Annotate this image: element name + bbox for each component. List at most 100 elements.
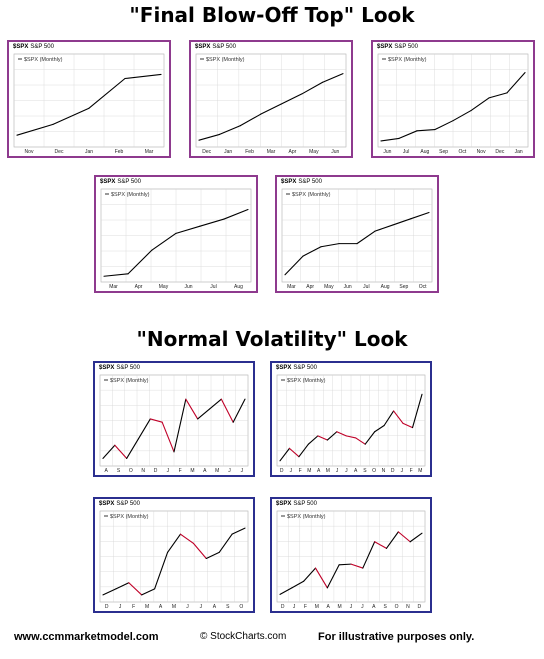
x-tick-label: Feb (245, 149, 254, 155)
series-segment-down (161, 421, 175, 453)
x-tick-label: J (345, 468, 348, 474)
x-tick-label: J (350, 604, 353, 610)
series-segment (223, 208, 249, 220)
series-segment (383, 410, 395, 427)
x-tick-label: F (179, 468, 182, 474)
series-segment (362, 541, 376, 569)
x-tick-label: Mar (287, 284, 296, 290)
x-tick-label: Jan (515, 149, 523, 155)
x-tick-label: Jan (224, 149, 232, 155)
series-segment (409, 532, 423, 543)
x-tick-label: J (361, 604, 364, 610)
website-link[interactable]: www.ccmmarketmodel.com (14, 631, 159, 643)
series-segment (126, 438, 140, 459)
series-segment (151, 232, 177, 251)
chart-header: $SPX S&P 500 (99, 365, 140, 371)
chart-plot: $SPX (Monthly) Mar Apr May Jun Jul Aug Sep Oct (281, 188, 433, 290)
chart-symbol: $SPX (276, 365, 292, 371)
x-tick-label: N (406, 604, 410, 610)
series-segment-down (114, 444, 128, 459)
chart-header: $SPX S&P 500 (99, 501, 140, 507)
copyright-notice: © StockCharts.com (200, 631, 287, 642)
series-segment (291, 580, 305, 589)
chart-header: $SPX S&P 500 (13, 44, 54, 50)
chart-panel-1: $SPX S&P 500 $SPX (Monthly) Nov Dec Jan Feb Mar (7, 40, 171, 158)
x-tick-label: Aug (381, 284, 390, 290)
series-segment (102, 588, 117, 596)
x-tick-label: O (372, 468, 376, 474)
series-segment (280, 93, 303, 105)
x-tick-label: F (410, 468, 413, 474)
x-tick-label: D (281, 604, 285, 610)
x-tick-label: Jul (403, 149, 409, 155)
x-tick-label: D (417, 604, 421, 610)
x-tick-label: J (290, 468, 293, 474)
series-segment (470, 97, 490, 112)
chart-header: $SPX S&P 500 (195, 44, 236, 50)
chart-index-name: S&P 500 (298, 179, 322, 185)
x-tick-label: Feb (115, 149, 124, 155)
x-tick-label: F (299, 468, 302, 474)
chart-panel-6: $SPX S&P 500 $SPX (Monthly) A S O N D J F M A M J J (93, 361, 255, 477)
x-tick-label: Sep (399, 284, 408, 290)
x-tick-label: J (336, 468, 339, 474)
series-segment (380, 137, 400, 142)
chart-symbol: $SPX (99, 365, 115, 371)
x-tick-label: S (117, 468, 121, 474)
x-tick-label: J (228, 468, 231, 474)
x-tick-label: Jan (85, 149, 93, 155)
series-segment (239, 113, 262, 127)
x-tick-label: M (338, 604, 342, 610)
x-tick-label: Aug (234, 284, 243, 290)
chart-plot: $SPX (Monthly)D J F M A M J J A S O N D J F M (276, 374, 426, 474)
x-tick-label: Jun (344, 284, 352, 290)
series-segment (198, 133, 221, 141)
series-segment (321, 73, 344, 83)
series-segment (284, 255, 304, 276)
series-segment (231, 527, 246, 535)
series-segment (175, 225, 201, 234)
series-segment (115, 582, 130, 590)
series-segment (16, 123, 54, 136)
chart-plot: $SPX (Monthly) A S O N D J F M A M J J (99, 374, 249, 474)
chart-index-name: S&P 500 (116, 501, 140, 507)
series-segment (127, 249, 153, 275)
series-segment-down (345, 435, 357, 439)
x-tick-label: O (395, 604, 399, 610)
x-tick-label: Apr (135, 284, 143, 290)
x-tick-label: Jun (331, 149, 339, 155)
x-tick-label: Apr (289, 149, 297, 155)
series-segment-down (402, 422, 414, 429)
x-tick-label: A (203, 468, 207, 474)
chart-header: $SPX S&P 500 (276, 501, 317, 507)
series-segment (218, 533, 233, 553)
chart-header: $SPX S&P 500 (377, 44, 418, 50)
x-tick-label: M (145, 604, 149, 610)
series-segment (279, 447, 291, 462)
x-tick-label: F (132, 604, 135, 610)
x-tick-label: J (200, 604, 203, 610)
chart-plot: $SPX (Monthly) D J F M A M J J A S O (99, 510, 249, 610)
chart-header: $SPX S&P 500 (100, 179, 141, 185)
series-segment (326, 564, 340, 589)
x-tick-label: A (327, 604, 331, 610)
x-tick-label: S (226, 604, 230, 610)
series-segment (320, 243, 340, 248)
chart-index-name: S&P 500 (212, 44, 236, 50)
x-tick-label: M (326, 468, 330, 474)
chart-panel-8: $SPX S&P 500 $SPX (Monthly) D J F M A M J J A S O (93, 497, 255, 613)
series-segment-down (179, 533, 194, 544)
x-tick-label: Sep (439, 149, 448, 155)
series-segment (398, 130, 418, 139)
series-segment (303, 567, 317, 582)
series-segment (338, 563, 352, 566)
x-tick-label: J (241, 468, 244, 474)
series-segment (166, 533, 182, 553)
series-segment (416, 128, 436, 132)
series-segment-down (397, 531, 411, 543)
series-segment-down (288, 447, 300, 458)
series-segment (301, 81, 323, 95)
x-tick-label: S (383, 604, 387, 610)
series-segment (102, 444, 116, 459)
series-segment-down (350, 563, 364, 569)
